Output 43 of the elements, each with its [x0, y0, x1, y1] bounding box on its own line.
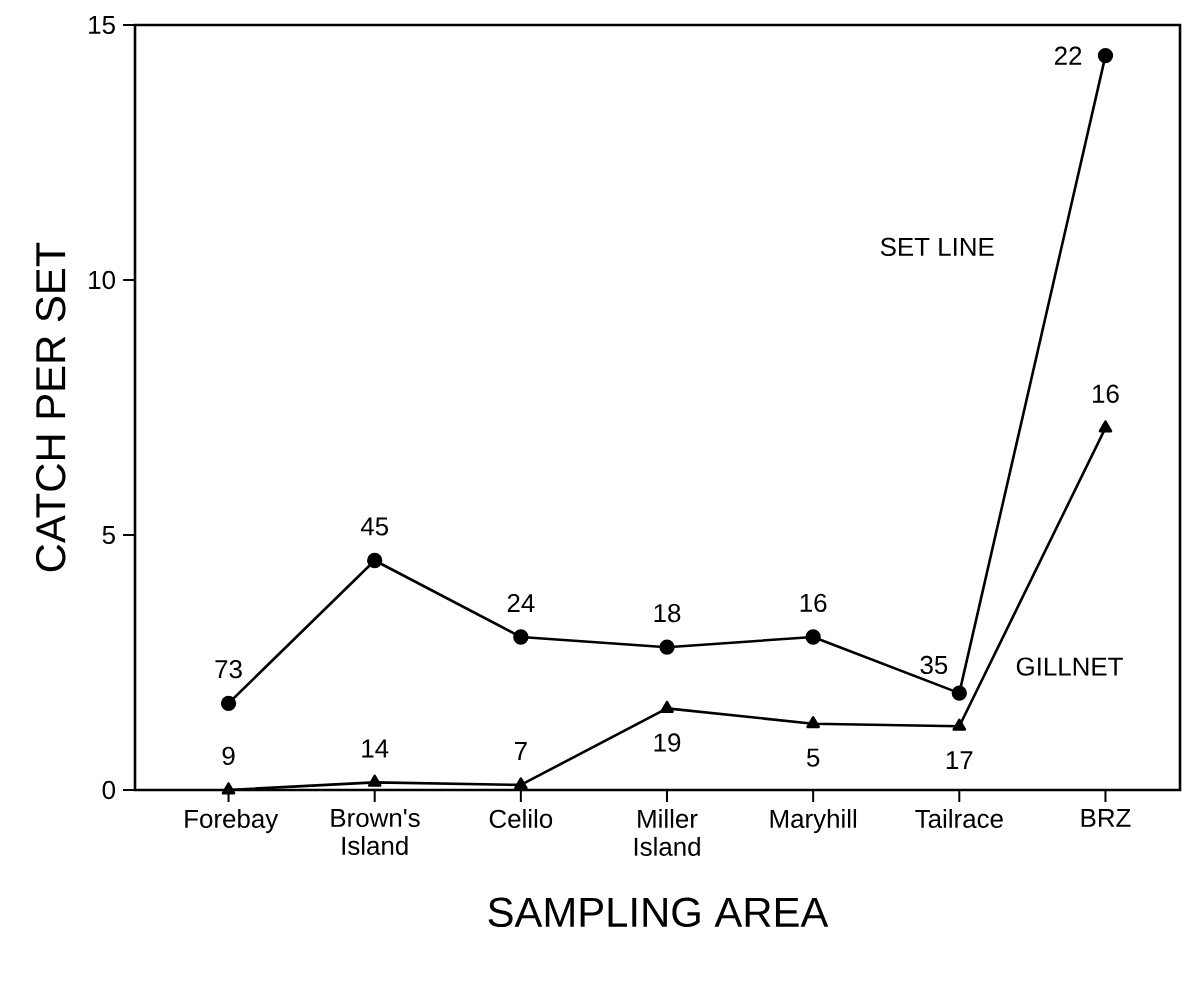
x-tick-label: Celilo	[489, 808, 553, 829]
annotation: 16	[1093, 384, 1119, 403]
annotation: 7	[514, 742, 527, 760]
point	[660, 700, 674, 713]
point	[1097, 47, 1114, 64]
point	[513, 629, 529, 645]
x-tick-label: BRZ	[1081, 809, 1131, 827]
annotation: 45	[360, 517, 388, 536]
point	[221, 782, 236, 795]
x-axis-title: SAMPLING AREA	[488, 897, 829, 928]
point	[514, 777, 528, 790]
y-axis-title: CATCH PER SET	[35, 242, 66, 572]
x-tick-label: Forebay	[185, 808, 279, 834]
annotation: 19	[654, 733, 681, 752]
point	[220, 695, 237, 711]
point	[659, 639, 675, 655]
annotation: 24	[507, 593, 535, 613]
x-tick-label: Maryhill	[770, 808, 857, 834]
annotation: 5	[806, 748, 820, 767]
x-tick-label: Tailrace	[915, 808, 1003, 829]
point	[951, 685, 967, 701]
point	[367, 774, 382, 787]
y-tick-label: 15	[89, 15, 115, 35]
x-tick-label: Brown's Island	[331, 809, 420, 855]
text: SET LINE	[880, 237, 994, 257]
annotation: 16	[800, 593, 827, 613]
point	[805, 629, 821, 645]
series-label: GILLNET	[1016, 657, 1123, 676]
y-tick-label: 5	[102, 525, 115, 545]
x-tick-label: Miller Island	[634, 808, 700, 856]
y-tick-label: 0	[102, 780, 115, 800]
point	[1098, 420, 1113, 433]
annotation: 73	[215, 659, 242, 679]
point	[952, 718, 967, 731]
annotation: 22	[1054, 46, 1082, 65]
annotation: 14	[362, 739, 389, 758]
annotation: 9	[222, 746, 235, 766]
point	[367, 552, 383, 569]
y-tick-label: 10	[89, 270, 115, 290]
annotation: 17	[946, 751, 973, 770]
point	[806, 716, 820, 729]
annotation: 18	[654, 603, 681, 623]
annotation: 35	[920, 655, 948, 675]
